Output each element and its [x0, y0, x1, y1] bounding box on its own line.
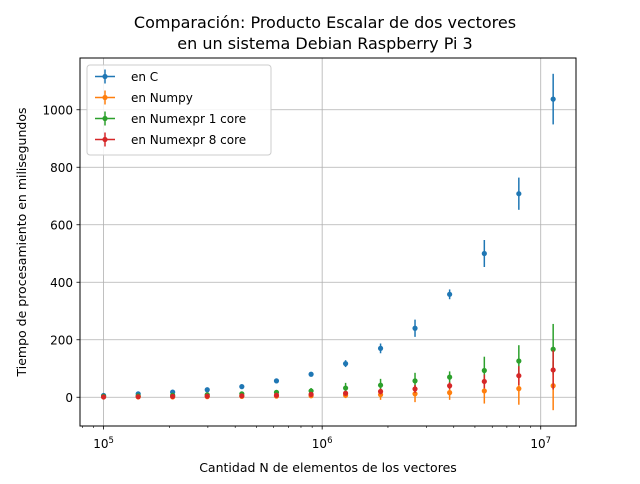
x-tick-label: 107: [530, 436, 551, 451]
data-point: [447, 390, 453, 396]
chart-title-line-2: en un sistema Debian Raspberry Pi 3: [177, 34, 472, 53]
data-point: [342, 385, 349, 391]
data-point: [516, 386, 522, 392]
legend-item-1: en C: [95, 69, 158, 84]
legend-label: en Numexpr 8 core: [131, 133, 246, 147]
y-axis-ticks: 0 200 400 600 800 1000: [42, 103, 80, 405]
data-point: [342, 390, 349, 396]
legend: en C en Numpy en Numexpr 1 core en Numexpr …: [86, 64, 272, 156]
data-point: [481, 250, 487, 257]
legend-point-marker: [102, 94, 108, 101]
legend-point-marker: [102, 136, 108, 143]
data-point: [550, 96, 556, 102]
data-point: [308, 391, 314, 397]
data-point: [377, 388, 384, 395]
y-axis-label: Tiempo de procesamiento en milisegundos: [14, 108, 29, 378]
y-tick-label: 200: [50, 333, 73, 347]
data-point: [412, 378, 418, 384]
y-tick-label: 0: [65, 391, 73, 405]
legend-item-3: en Numexpr 1 core: [95, 111, 246, 126]
data-point: [481, 388, 487, 394]
legend-box: [86, 64, 272, 156]
plot-frame: [79, 57, 577, 427]
data-point: [377, 345, 384, 351]
series-4: [100, 350, 556, 400]
data-marks: [100, 73, 556, 411]
legend-point-marker: [102, 73, 108, 80]
data-point: [100, 394, 107, 400]
data-point: [204, 387, 210, 393]
data-point: [377, 382, 384, 388]
data-point: [239, 393, 245, 399]
legend-item-2: en Numpy: [95, 90, 193, 105]
x-tick-label: 105: [93, 436, 114, 451]
data-point: [412, 391, 418, 397]
x-axis-label: Cantidad N de elementos de los vectores: [199, 460, 457, 475]
data-point: [308, 371, 314, 377]
chart-title-line-1: Comparación: Producto Escalar de dos vec…: [134, 13, 516, 32]
data-point: [273, 392, 280, 398]
data-point: [170, 393, 176, 399]
legend-point-marker: [102, 115, 108, 122]
data-point: [273, 378, 280, 384]
x-tick-label: 106: [312, 436, 333, 451]
data-point: [135, 394, 141, 400]
data-point: [516, 373, 522, 379]
data-point: [447, 383, 453, 389]
legend-label: en C: [131, 70, 158, 84]
legend-label: en Numpy: [131, 91, 193, 105]
data-point: [550, 367, 556, 373]
data-point: [412, 386, 418, 392]
data-point: [239, 384, 245, 390]
data-point: [550, 346, 556, 352]
data-point: [204, 393, 210, 399]
y-tick-label: 800: [50, 161, 73, 175]
data-point: [516, 191, 522, 197]
data-point: [481, 378, 487, 385]
y-tick-label: 1000: [42, 103, 73, 117]
legend-item-4: en Numexpr 8 core: [95, 132, 246, 147]
data-point: [516, 358, 522, 364]
data-point: [481, 367, 487, 374]
data-point: [447, 291, 453, 297]
data-point: [342, 361, 349, 367]
legend-label: en Numexpr 1 core: [131, 112, 246, 126]
y-tick-label: 600: [50, 218, 73, 232]
data-point: [412, 325, 418, 331]
y-tick-label: 400: [50, 276, 73, 290]
x-axis-ticks: 105 106 107: [82, 426, 551, 451]
data-point: [447, 374, 453, 380]
